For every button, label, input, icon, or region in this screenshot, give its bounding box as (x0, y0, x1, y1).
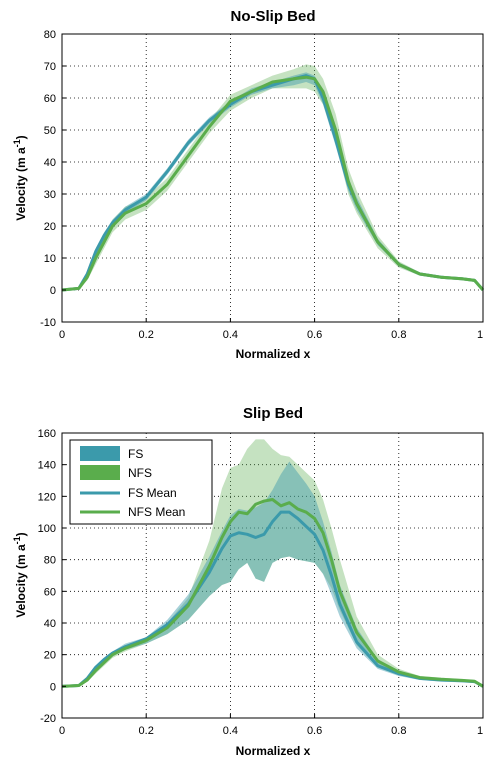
y-tick-label: 100 (38, 523, 56, 535)
band-fs (62, 72, 483, 291)
y-tick-label: 120 (38, 491, 56, 503)
y-tick-label: -10 (40, 317, 56, 329)
plot-frame (61, 33, 484, 323)
y-tick-label: 0 (50, 285, 56, 297)
x-tick-label: 0.8 (391, 725, 406, 737)
y-tick-label: 40 (44, 618, 56, 630)
x-tick-label: 0.4 (223, 329, 238, 341)
y-tick-label: 30 (44, 189, 56, 201)
y-tick-label: 140 (38, 460, 56, 472)
y-axis-label: Velocity (m a-1) (12, 135, 28, 220)
no-slip-bed-chart: No-Slip Bed 0 0.2 0.4 0.6 0.8 1-1001020304050… (12, 8, 484, 361)
y-tick-label: 50 (44, 125, 56, 137)
x-tick-label: 0.2 (139, 725, 154, 737)
slip-bed-chart: Slip Bed 0 0.2 0.4 0.6 0.8 1-2002040608010012… (12, 405, 484, 758)
mean-lines (61, 498, 484, 688)
x-tick-label: 0.4 (223, 725, 238, 737)
x-tick-label: 0.6 (307, 329, 322, 341)
x-tick-label: 0 (59, 725, 65, 737)
legend: FS NFS FS Mean NFS Mean (69, 439, 213, 525)
chart-title: No-Slip Bed (231, 8, 316, 25)
confidence-bands (62, 64, 483, 291)
legend-label-fs-mean: FS Mean (128, 486, 177, 500)
legend-label-nfs: NFS (128, 466, 152, 480)
y-tick-label: 0 (50, 681, 56, 693)
x-tick-label: 0.8 (391, 329, 406, 341)
line-fs-mean (61, 74, 484, 292)
y-tick-label: -20 (40, 713, 56, 725)
legend-label-nfs-mean: NFS Mean (128, 505, 185, 519)
x-tick-label: 0.2 (139, 329, 154, 341)
mean-lines (61, 74, 484, 292)
band-fs (62, 461, 483, 687)
legend-label-fs: FS (128, 447, 143, 461)
chart-title: Slip Bed (243, 405, 303, 422)
y-tick-label: 70 (44, 61, 56, 73)
x-axis-label: Normalized x (236, 347, 311, 361)
y-tick-label: 80 (44, 29, 56, 41)
y-tick-label: 20 (44, 650, 56, 662)
legend-swatch-nfs (80, 465, 120, 480)
x-axis-label: Normalized x (236, 744, 311, 758)
line-nfs-mean (61, 75, 484, 292)
x-tick-label: 1 (477, 725, 483, 737)
y-tick-label: 20 (44, 221, 56, 233)
plot-frame (61, 432, 484, 719)
x-tick-label: 0 (59, 329, 65, 341)
band-nfs (62, 64, 483, 291)
y-axis-label: Velocity (m a-1) (12, 532, 28, 617)
y-tick-label: 40 (44, 157, 56, 169)
y-tick-label: 10 (44, 253, 56, 265)
x-tick-label: 0.6 (307, 725, 322, 737)
y-tick-label: 60 (44, 93, 56, 105)
legend-swatch-fs (80, 446, 120, 461)
line-nfs-mean (61, 498, 484, 688)
x-tick-label: 1 (477, 329, 483, 341)
y-tick-label: 60 (44, 586, 56, 598)
y-tick-label: 160 (38, 428, 56, 440)
y-tick-label: 80 (44, 555, 56, 567)
